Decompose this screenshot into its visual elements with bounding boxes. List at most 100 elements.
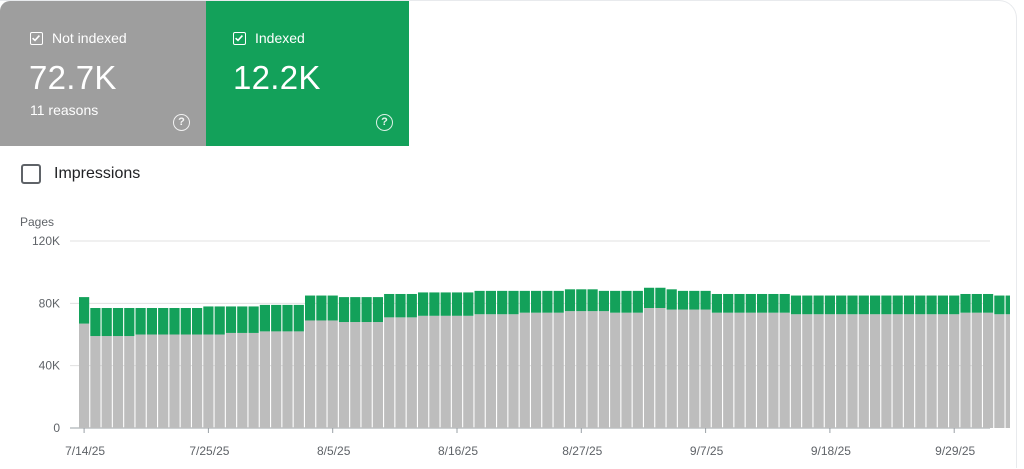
indexed-bar[interactable] — [429, 292, 440, 316]
indexed-bar[interactable] — [937, 295, 948, 315]
not-indexed-bar[interactable] — [644, 308, 655, 428]
indexed-bar[interactable] — [316, 295, 327, 321]
not-indexed-bar[interactable] — [734, 312, 745, 428]
checkbox-unchecked-icon[interactable] — [21, 164, 41, 184]
indexed-bar[interactable] — [768, 293, 779, 313]
not-indexed-bar[interactable] — [531, 312, 542, 428]
not-indexed-bar[interactable] — [395, 317, 406, 428]
not-indexed-bar[interactable] — [553, 312, 564, 428]
indexed-bar[interactable] — [327, 295, 338, 321]
not-indexed-bar[interactable] — [858, 314, 869, 428]
indexed-bar[interactable] — [463, 292, 474, 316]
not-indexed-bar[interactable] — [745, 312, 756, 428]
indexed-bar[interactable] — [813, 295, 824, 315]
not-indexed-card[interactable]: Not indexed 72.7K 11 reasons ? — [0, 1, 206, 146]
checkbox-checked-icon[interactable] — [30, 31, 43, 45]
not-indexed-bar[interactable] — [203, 334, 214, 429]
indexed-bar[interactable] — [587, 289, 598, 312]
indexed-bar[interactable] — [621, 290, 632, 313]
indexed-bar[interactable] — [903, 295, 915, 315]
not-indexed-bar[interactable] — [813, 314, 824, 428]
not-indexed-bar[interactable] — [960, 312, 971, 428]
not-indexed-bar[interactable] — [655, 308, 666, 428]
not-indexed-bar[interactable] — [632, 312, 643, 428]
indexed-bar[interactable] — [677, 290, 689, 310]
indexed-bar[interactable] — [474, 290, 485, 315]
not-indexed-bar[interactable] — [971, 312, 982, 428]
not-indexed-bar[interactable] — [768, 312, 779, 428]
indexed-bar[interactable] — [180, 308, 191, 335]
indexed-bar[interactable] — [372, 297, 383, 323]
indexed-bar[interactable] — [723, 293, 734, 313]
not-indexed-bar[interactable] — [158, 334, 169, 429]
indexed-bar[interactable] — [915, 295, 926, 315]
checkbox-checked-icon[interactable] — [233, 31, 246, 45]
not-indexed-bar[interactable] — [1005, 314, 1010, 428]
indexed-bar[interactable] — [203, 306, 214, 335]
impressions-toggle[interactable]: Impressions — [21, 164, 140, 184]
indexed-bar[interactable] — [576, 289, 587, 312]
not-indexed-bar[interactable] — [937, 314, 948, 428]
not-indexed-bar[interactable] — [790, 314, 802, 428]
not-indexed-bar[interactable] — [994, 314, 1005, 428]
not-indexed-bar[interactable] — [610, 312, 621, 428]
indexed-bar[interactable] — [338, 297, 350, 323]
indexed-bar[interactable] — [655, 287, 666, 309]
indexed-bar[interactable] — [802, 295, 813, 315]
indexed-bar[interactable] — [361, 297, 372, 323]
not-indexed-bar[interactable] — [271, 331, 282, 428]
indexed-bar[interactable] — [112, 308, 124, 337]
not-indexed-bar[interactable] — [146, 334, 157, 429]
indexed-bar[interactable] — [406, 293, 417, 318]
indexed-bar[interactable] — [610, 290, 621, 313]
not-indexed-bar[interactable] — [474, 314, 485, 428]
indexed-bar[interactable] — [858, 295, 869, 315]
indexed-bar[interactable] — [734, 293, 745, 313]
indexed-bar[interactable] — [305, 295, 316, 321]
not-indexed-bar[interactable] — [248, 332, 259, 428]
not-indexed-bar[interactable] — [451, 315, 463, 428]
indexed-bar[interactable] — [124, 308, 135, 337]
indexed-bar[interactable] — [836, 295, 847, 315]
indexed-bar[interactable] — [598, 290, 609, 312]
indexed-bar[interactable] — [282, 304, 293, 332]
not-indexed-bar[interactable] — [824, 314, 835, 428]
indexed-bar[interactable] — [666, 289, 677, 310]
indexed-bar[interactable] — [632, 290, 643, 313]
indexed-bar[interactable] — [90, 308, 101, 337]
indexed-bar[interactable] — [892, 295, 903, 315]
not-indexed-bar[interactable] — [135, 334, 146, 429]
not-indexed-bar[interactable] — [802, 314, 813, 428]
indexed-bar[interactable] — [689, 290, 700, 310]
indexed-bar[interactable] — [983, 293, 994, 313]
indexed-bar[interactable] — [745, 293, 756, 313]
indexed-bar[interactable] — [101, 308, 112, 337]
indexed-bar[interactable] — [542, 290, 553, 313]
not-indexed-bar[interactable] — [101, 336, 112, 428]
not-indexed-bar[interactable] — [915, 314, 926, 428]
not-indexed-bar[interactable] — [485, 314, 496, 428]
not-indexed-bar[interactable] — [926, 314, 937, 428]
not-indexed-bar[interactable] — [418, 315, 429, 428]
indexed-bar[interactable] — [395, 293, 406, 318]
indexed-bar[interactable] — [757, 293, 768, 313]
not-indexed-bar[interactable] — [112, 336, 124, 428]
indexed-bar[interactable] — [384, 293, 395, 318]
indexed-bar[interactable] — [214, 306, 225, 335]
not-indexed-bar[interactable] — [180, 334, 191, 429]
not-indexed-bar[interactable] — [757, 312, 768, 428]
not-indexed-bar[interactable] — [892, 314, 903, 428]
not-indexed-bar[interactable] — [576, 311, 587, 428]
not-indexed-bar[interactable] — [338, 322, 350, 428]
not-indexed-bar[interactable] — [237, 332, 248, 428]
not-indexed-bar[interactable] — [361, 322, 372, 428]
not-indexed-bar[interactable] — [598, 311, 609, 428]
indexed-bar[interactable] — [497, 290, 508, 315]
not-indexed-bar[interactable] — [372, 322, 383, 428]
not-indexed-bar[interactable] — [497, 314, 508, 428]
not-indexed-bar[interactable] — [293, 331, 304, 428]
not-indexed-bar[interactable] — [677, 309, 689, 428]
indexed-bar[interactable] — [418, 292, 429, 316]
not-indexed-bar[interactable] — [463, 315, 474, 428]
not-indexed-bar[interactable] — [564, 311, 576, 428]
